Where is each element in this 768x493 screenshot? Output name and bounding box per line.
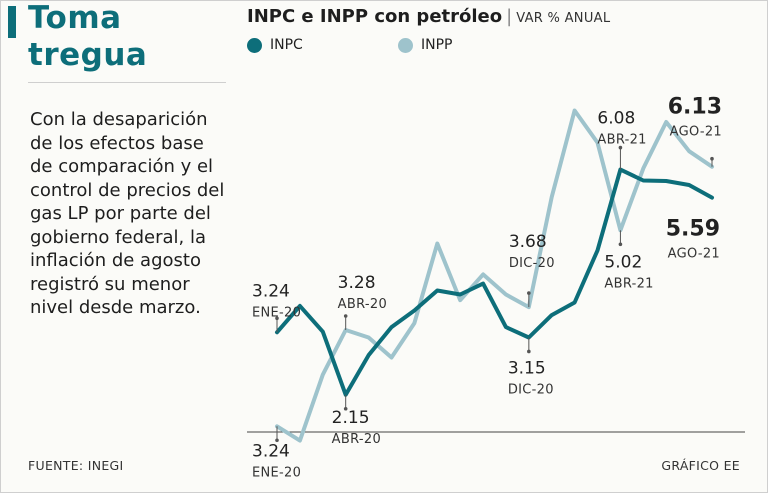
label-inpc-abr-20-value: 2.15 <box>332 408 370 428</box>
chart-title-block: INPC e INPP con petróleo | VAR % ANUAL <box>247 6 610 27</box>
label-inpp-abr-20-value: 3.28 <box>338 273 376 293</box>
legend-label-inpp: INPP <box>421 37 453 53</box>
label-inpc-dic-20-leader-dot <box>527 349 531 354</box>
graphic-credit: GRÁFICO EE <box>661 458 740 473</box>
label-inpp-abr-21-date: ABR-21 <box>604 276 653 291</box>
label-inpp-abr-20-date: ABR-20 <box>338 297 387 312</box>
series-line-inpc <box>275 167 714 397</box>
chart-title: INPC e INPP con petróleo <box>247 6 503 27</box>
label-inpc-abr-20-leader-dot <box>343 406 348 411</box>
label-inpc-ago-21-value: 5.59 <box>666 217 720 242</box>
headline-accent-bar <box>8 6 16 38</box>
label-inpp-ago-21-leader-dot <box>710 156 714 161</box>
label-inpc-abr-21-date: ABR-21 <box>597 133 646 148</box>
body-text: Con la desaparición de los efectos base … <box>30 109 225 318</box>
label-inpp-ene-20-leader-dot <box>275 438 279 443</box>
legend-swatch-inpc <box>247 37 262 53</box>
legend-item-inpc: INPC <box>247 35 303 55</box>
label-inpp-abr-20-leader-dot <box>343 314 348 318</box>
label-inpp-abr-21-value: 5.02 <box>604 252 642 272</box>
label-inpp-dic-20-leader-dot <box>527 291 531 295</box>
headline: Toma tregua <box>28 0 148 73</box>
title-separator: | <box>506 6 513 27</box>
label-inpc-abr-21-leader-dot <box>618 145 623 150</box>
label-inpc-ene-20-value: 3.24 <box>252 281 290 301</box>
legend-label-inpc: INPC <box>270 37 303 53</box>
label-inpc-dic-20-date: DIC-20 <box>508 382 554 397</box>
chart-subtitle: VAR % ANUAL <box>516 11 611 26</box>
label-inpc-abr-20-date: ABR-20 <box>332 432 381 447</box>
label-inpp-dic-20-value: 3.68 <box>509 232 547 252</box>
label-inpp-ago-21-date: AGO-21 <box>670 125 722 140</box>
label-inpp-ago-21-value: 6.13 <box>668 95 722 120</box>
legend-item-inpp: INPP <box>398 35 453 55</box>
label-inpp-abr-21-leader-dot <box>618 242 623 247</box>
headline-divider <box>28 82 226 83</box>
label-inpc-dic-20-value: 3.15 <box>508 358 546 378</box>
legend-swatch-inpp <box>398 37 413 53</box>
label-inpc-ene-20-leader-dot <box>275 316 279 321</box>
label-inpp-ene-20-date: ENE-20 <box>252 465 301 480</box>
label-inpc-abr-21-value: 6.08 <box>597 109 635 129</box>
label-inpc-ago-21-date: AGO-21 <box>668 247 720 262</box>
label-inpc-ene-20-date: ENE-20 <box>252 305 301 320</box>
source-note: FUENTE: INEGI <box>28 458 124 473</box>
label-inpp-dic-20-date: DIC-20 <box>509 256 555 271</box>
label-inpp-ene-20-value: 3.24 <box>252 441 290 461</box>
